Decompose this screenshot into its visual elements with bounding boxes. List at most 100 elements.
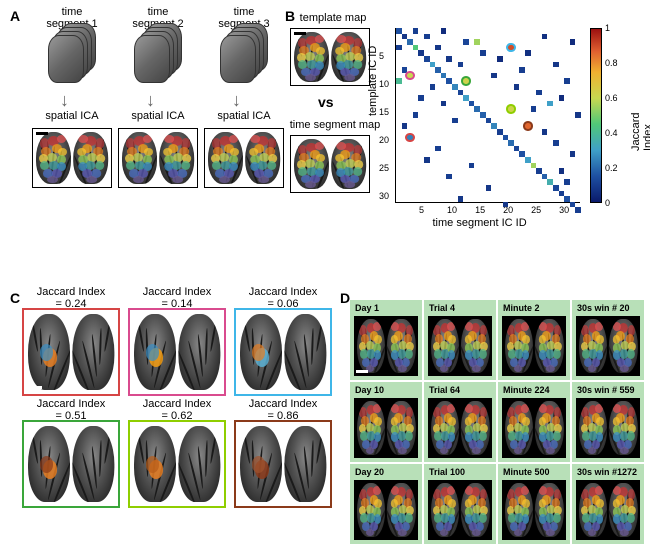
heatmap-cell — [480, 50, 486, 56]
ica-map — [118, 128, 198, 188]
colorbar — [590, 28, 602, 203]
image-stack — [134, 35, 184, 90]
ytick: 5 — [379, 51, 384, 61]
heatmap-cell — [413, 28, 419, 34]
hemisphere-right — [72, 314, 114, 391]
heatmap-cell — [559, 95, 565, 101]
heatmap-cell — [413, 112, 419, 118]
ica-label: spatial ICA — [123, 110, 193, 122]
timepoint-label: Minute 500 — [503, 467, 550, 477]
template-map — [290, 28, 370, 86]
timepoint-map: Minute 224 — [498, 382, 570, 462]
timepoint-label: Minute 224 — [503, 385, 550, 395]
heatmap-cell — [396, 78, 402, 84]
hemisphere-left — [208, 132, 243, 184]
scale-bar — [356, 370, 368, 373]
heatmap-cell — [407, 135, 413, 141]
cbar-label: Jaccard Index — [630, 112, 650, 151]
xtick: 25 — [531, 205, 541, 215]
hemisphere-right — [159, 132, 194, 184]
cbar-tick: 0.4 — [605, 128, 618, 138]
xtick: 15 — [475, 205, 485, 215]
ica-map — [204, 128, 284, 188]
ica-label: spatial ICA — [37, 110, 107, 122]
heatmap-cell — [514, 84, 520, 90]
heatmap-cell — [542, 34, 548, 40]
hemisphere-right — [245, 132, 280, 184]
hemisphere-right — [535, 483, 564, 538]
hemisphere-right — [72, 426, 114, 503]
heatmap-cell — [525, 123, 531, 129]
heatmap-cell — [418, 95, 424, 101]
timepoint-map: Minute 500 — [498, 464, 570, 544]
hemisphere-left — [431, 483, 460, 538]
hemisphere-left — [579, 319, 608, 374]
hemisphere-right — [73, 132, 108, 184]
template-label: template map — [288, 12, 378, 24]
hemisphere-right — [535, 401, 564, 456]
heatmap-cell — [469, 163, 475, 169]
hemisphere-right — [178, 426, 220, 503]
brain-pair — [24, 310, 118, 394]
hemisphere-left — [294, 32, 329, 82]
timepoint-label: Trial 64 — [429, 385, 460, 395]
scale-bar — [294, 32, 306, 35]
heatmap-cell — [435, 45, 441, 51]
jaccard-label: Jaccard Index= 0.14 — [128, 286, 226, 310]
cbar-tick: 0.2 — [605, 163, 618, 173]
brain-pair — [130, 422, 224, 506]
heatmap-cell — [486, 185, 492, 191]
heatmap-cell — [396, 45, 402, 51]
heatmap-cell — [508, 45, 514, 51]
panel-label-a: A — [10, 8, 20, 24]
jaccard-heatmap — [395, 28, 580, 203]
brain-pair — [236, 422, 330, 506]
heatmap-cell — [458, 196, 464, 202]
timepoint-map: Trial 100 — [424, 464, 496, 544]
hemisphere-left — [28, 314, 70, 391]
brain-pair — [428, 480, 492, 540]
ytick: 25 — [379, 163, 389, 173]
timepoint-label: Minute 2 — [503, 303, 540, 313]
heatmap-cell — [463, 39, 469, 45]
heatmap-cell — [435, 146, 441, 152]
brain-pair — [576, 398, 640, 458]
brain-pair — [236, 310, 330, 394]
heatmap-cell — [452, 118, 458, 124]
heatmap-cell — [575, 112, 581, 118]
hemisphere-right — [387, 319, 416, 374]
timepoint-map: Day 10 — [350, 382, 422, 462]
hemisphere-left — [357, 401, 386, 456]
hemisphere-left — [294, 139, 329, 189]
timepoint-label: 30s win # 20 — [577, 303, 630, 313]
timepoint-map: 30s win # 20 — [572, 300, 644, 380]
heatmap-cell — [542, 129, 548, 135]
xtick: 10 — [447, 205, 457, 215]
heatmap-cell — [474, 39, 480, 45]
jaccard-example — [234, 420, 332, 508]
jaccard-label: Jaccard Index= 0.24 — [22, 286, 120, 310]
brain-pair — [354, 398, 418, 458]
brain-pair — [354, 316, 418, 376]
hemisphere-left — [240, 426, 282, 503]
jaccard-example — [128, 420, 226, 508]
arrow-down-icon: ↓ — [232, 90, 241, 111]
heatmap-cell — [553, 140, 559, 146]
ytick: 10 — [379, 79, 389, 89]
brain-pair — [33, 129, 111, 187]
image-stack — [220, 35, 270, 90]
image-stack — [48, 35, 98, 90]
figure-root: A B C D time segment 1↓spatial ICAtime s… — [0, 0, 650, 550]
brain-pair — [354, 480, 418, 540]
hemisphere-left — [505, 401, 534, 456]
heatmap-cell — [564, 179, 570, 185]
hemisphere-right — [535, 319, 564, 374]
hemisphere-left — [28, 426, 70, 503]
hemisphere-left — [357, 319, 386, 374]
xtick: 30 — [559, 205, 569, 215]
panel-label-c: C — [10, 290, 20, 306]
jaccard-label: Jaccard Index= 0.86 — [234, 398, 332, 422]
heatmap-cell — [547, 101, 553, 107]
hemisphere-left — [579, 401, 608, 456]
timepoint-map: Day 1 — [350, 300, 422, 380]
